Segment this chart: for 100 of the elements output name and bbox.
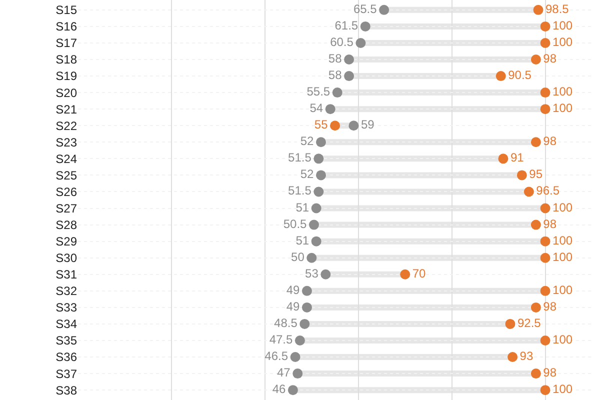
data-label: 52: [300, 134, 314, 148]
y-tick-label: S33: [56, 300, 78, 315]
data-label: 65.5: [353, 2, 378, 16]
data-label: 51: [296, 200, 310, 214]
point: [288, 385, 298, 396]
point: [302, 286, 312, 296]
point: [516, 170, 527, 180]
y-tick-label: S28: [56, 218, 78, 232]
point: [379, 4, 390, 15]
data-label: 70: [412, 266, 426, 280]
y-tick-label: S35: [56, 334, 78, 348]
point: [330, 120, 340, 131]
point: [524, 186, 534, 197]
point: [530, 137, 541, 148]
point: [308, 220, 319, 230]
point: [540, 236, 550, 246]
point: [496, 71, 506, 82]
y-tick-label: S22: [56, 118, 78, 133]
data-label: 55: [314, 118, 328, 132]
data-label: 98.5: [546, 2, 570, 16]
data-label: 48.5: [274, 316, 298, 330]
data-label: 98: [543, 134, 557, 148]
data-label: 100: [552, 101, 573, 116]
y-tick-label: S17: [56, 36, 78, 50]
data-label: 93: [520, 349, 534, 364]
data-label: 98: [543, 366, 557, 380]
y-tick-label: S26: [56, 184, 78, 199]
data-label: 47.5: [269, 332, 294, 346]
data-label: 100: [552, 332, 573, 346]
point: [311, 236, 322, 246]
y-tick-label: S21: [56, 102, 78, 116]
point: [344, 54, 354, 64]
point: [540, 252, 550, 263]
data-label: 98: [543, 52, 557, 66]
point: [540, 88, 550, 98]
y-tick-label: S34: [56, 317, 78, 332]
point: [530, 220, 541, 230]
data-label: 91: [510, 150, 524, 165]
point: [314, 154, 324, 164]
data-label: 90.5: [508, 68, 532, 82]
y-tick-label: S15: [56, 3, 78, 18]
data-label: 50.5: [283, 216, 308, 231]
point: [540, 104, 550, 114]
data-label: 59: [360, 118, 375, 132]
data-label: 51.5: [288, 184, 312, 198]
data-label: 51: [296, 233, 310, 248]
point: [320, 269, 331, 280]
y-tick-label: S19: [56, 69, 78, 84]
data-label: 100: [552, 200, 573, 214]
point: [290, 352, 300, 362]
point: [530, 302, 541, 312]
y-tick-label: S16: [56, 20, 78, 34]
point: [316, 170, 326, 180]
point: [356, 38, 366, 48]
point: [498, 154, 508, 164]
y-tick-label: S23: [56, 135, 78, 150]
point: [540, 385, 550, 396]
point: [540, 203, 550, 214]
data-label: 60.5: [330, 34, 354, 49]
data-label: 54: [310, 101, 324, 116]
data-label: 53: [305, 266, 319, 280]
y-tick-label: S31: [56, 268, 78, 282]
point: [400, 269, 410, 280]
point: [533, 4, 544, 15]
data-label: 98: [543, 216, 557, 231]
data-label: 50: [291, 250, 305, 264]
point: [530, 54, 541, 64]
y-tick-label: S29: [56, 234, 78, 249]
data-label: 52: [300, 167, 314, 182]
y-tick-label: S30: [56, 251, 78, 266]
y-tick-label: S37: [56, 366, 78, 381]
data-label: 100: [552, 84, 573, 99]
data-label: 100: [552, 382, 573, 396]
data-label: 92.5: [517, 316, 542, 330]
data-label: 46.5: [264, 349, 288, 364]
data-label: 46: [272, 382, 286, 396]
data-label: 96.5: [536, 184, 560, 198]
point: [348, 120, 359, 131]
point: [540, 336, 550, 346]
y-tick-label: S20: [56, 86, 78, 100]
point: [530, 368, 541, 379]
y-tick-label: S25: [56, 168, 78, 182]
data-label: 100: [552, 282, 573, 297]
data-label: 100: [552, 233, 573, 248]
y-tick-label: S36: [56, 350, 78, 364]
point: [292, 368, 303, 379]
data-label: 55.5: [306, 84, 330, 99]
data-label: 95: [529, 167, 543, 182]
data-label: 100: [552, 34, 573, 49]
data-label: 58: [328, 52, 342, 66]
point: [306, 252, 317, 263]
data-label: 100: [552, 250, 573, 264]
data-label: 100: [552, 18, 573, 32]
point: [316, 137, 326, 148]
point: [344, 71, 354, 82]
point: [540, 286, 550, 296]
y-tick-label: S24: [56, 152, 78, 166]
y-tick-label: S32: [56, 284, 78, 298]
point: [302, 302, 312, 312]
point: [540, 21, 550, 32]
